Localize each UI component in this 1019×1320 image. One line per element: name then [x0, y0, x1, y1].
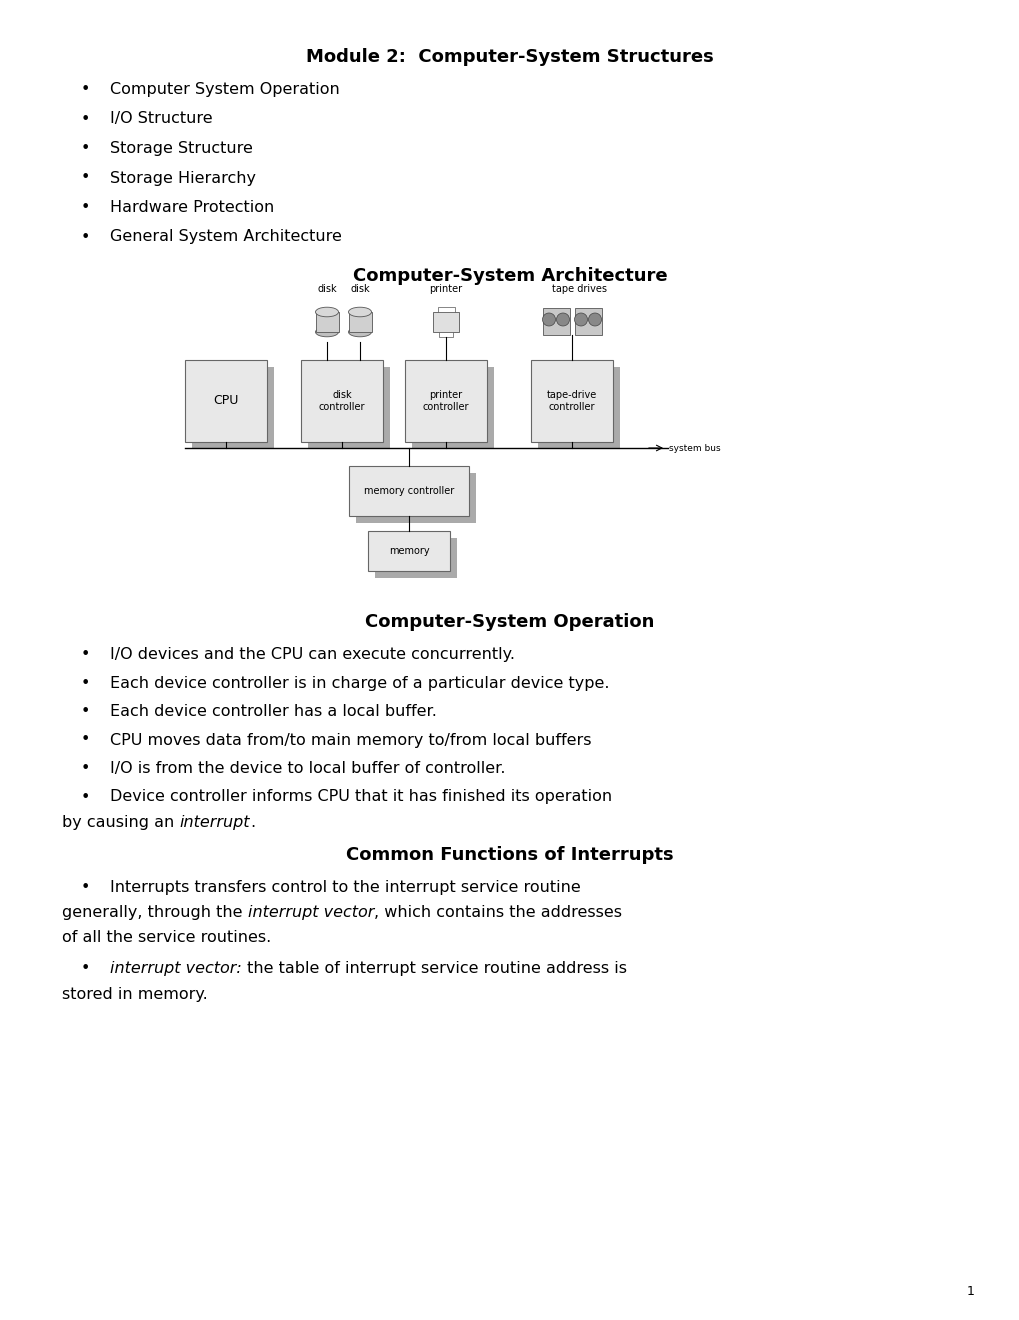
- Text: •: •: [81, 201, 90, 215]
- Text: •: •: [81, 704, 90, 719]
- Text: printer: printer: [429, 284, 462, 294]
- Ellipse shape: [348, 308, 371, 317]
- Text: Storage Hierarchy: Storage Hierarchy: [110, 170, 256, 186]
- Text: the table of interrupt service routine address is: the table of interrupt service routine a…: [242, 961, 626, 977]
- FancyBboxPatch shape: [405, 360, 486, 442]
- Text: disk: disk: [317, 284, 336, 294]
- Text: disk
controller: disk controller: [319, 391, 365, 412]
- Text: Module 2:  Computer-System Structures: Module 2: Computer-System Structures: [306, 48, 713, 66]
- Text: Storage Structure: Storage Structure: [110, 141, 253, 156]
- Text: of all the service routines.: of all the service routines.: [62, 931, 271, 945]
- Text: •: •: [81, 230, 90, 244]
- Text: •: •: [81, 141, 90, 156]
- Text: •: •: [81, 762, 90, 776]
- Text: Common Functions of Interrupts: Common Functions of Interrupts: [345, 846, 674, 863]
- FancyBboxPatch shape: [375, 539, 457, 578]
- Bar: [348, 312, 371, 333]
- Text: Each device controller is in charge of a particular device type.: Each device controller is in charge of a…: [110, 676, 609, 690]
- Text: interrupt: interrupt: [179, 814, 250, 829]
- Text: memory: memory: [388, 546, 429, 556]
- Bar: [433, 312, 459, 333]
- FancyBboxPatch shape: [356, 473, 476, 523]
- Circle shape: [542, 313, 555, 326]
- Text: system bus: system bus: [668, 444, 719, 453]
- Text: •: •: [81, 647, 90, 663]
- Text: •: •: [81, 961, 90, 977]
- Text: •: •: [81, 789, 90, 804]
- Text: Computer System Operation: Computer System Operation: [110, 82, 339, 96]
- Text: memory controller: memory controller: [364, 486, 453, 496]
- FancyBboxPatch shape: [301, 360, 382, 442]
- Text: printer
controller: printer controller: [422, 391, 469, 412]
- Text: Computer-System Operation: Computer-System Operation: [365, 612, 654, 631]
- Text: I/O devices and the CPU can execute concurrently.: I/O devices and the CPU can execute conc…: [110, 647, 515, 663]
- Ellipse shape: [348, 327, 371, 337]
- Text: interrupt vector: interrupt vector: [248, 906, 374, 920]
- Text: interrupt vector:: interrupt vector:: [110, 961, 242, 977]
- Text: •: •: [81, 676, 90, 690]
- Ellipse shape: [315, 308, 338, 317]
- Circle shape: [574, 313, 587, 326]
- Text: •: •: [81, 880, 90, 895]
- FancyBboxPatch shape: [192, 367, 274, 449]
- FancyBboxPatch shape: [184, 360, 267, 442]
- Text: •: •: [81, 111, 90, 127]
- Bar: [574, 309, 601, 335]
- Text: I/O is from the device to local buffer of controller.: I/O is from the device to local buffer o…: [110, 762, 505, 776]
- Text: stored in memory.: stored in memory.: [62, 986, 208, 1002]
- Text: tape-drive
controller: tape-drive controller: [546, 391, 596, 412]
- Text: •: •: [81, 82, 90, 96]
- Text: Interrupts transfers control to the interrupt service routine: Interrupts transfers control to the inte…: [110, 880, 580, 895]
- FancyBboxPatch shape: [412, 367, 493, 449]
- Circle shape: [556, 313, 569, 326]
- Text: Computer-System Architecture: Computer-System Architecture: [353, 267, 666, 285]
- FancyBboxPatch shape: [348, 466, 469, 516]
- Bar: [437, 308, 454, 312]
- FancyBboxPatch shape: [308, 367, 389, 449]
- FancyBboxPatch shape: [537, 367, 620, 449]
- Text: .: .: [250, 814, 255, 829]
- Text: General System Architecture: General System Architecture: [110, 230, 341, 244]
- Text: •: •: [81, 170, 90, 186]
- Text: tape drives: tape drives: [552, 284, 607, 294]
- Text: Each device controller has a local buffer.: Each device controller has a local buffe…: [110, 704, 436, 719]
- Text: disk: disk: [350, 284, 370, 294]
- Text: by causing an: by causing an: [62, 814, 179, 829]
- Bar: [315, 312, 338, 333]
- Text: CPU: CPU: [213, 395, 238, 408]
- Text: Hardware Protection: Hardware Protection: [110, 201, 274, 215]
- Ellipse shape: [315, 327, 338, 337]
- Text: Device controller informs CPU that it has finished its operation: Device controller informs CPU that it ha…: [110, 789, 611, 804]
- Text: •: •: [81, 733, 90, 747]
- FancyBboxPatch shape: [531, 360, 612, 442]
- Text: CPU moves data from/to main memory to/from local buffers: CPU moves data from/to main memory to/fr…: [110, 733, 591, 747]
- Circle shape: [588, 313, 601, 326]
- Bar: [542, 309, 569, 335]
- Bar: [438, 331, 452, 337]
- Text: , which contains the addresses: , which contains the addresses: [374, 906, 622, 920]
- Text: 1: 1: [966, 1284, 974, 1298]
- FancyBboxPatch shape: [368, 531, 449, 572]
- Text: generally, through the: generally, through the: [62, 906, 248, 920]
- Text: I/O Structure: I/O Structure: [110, 111, 212, 127]
